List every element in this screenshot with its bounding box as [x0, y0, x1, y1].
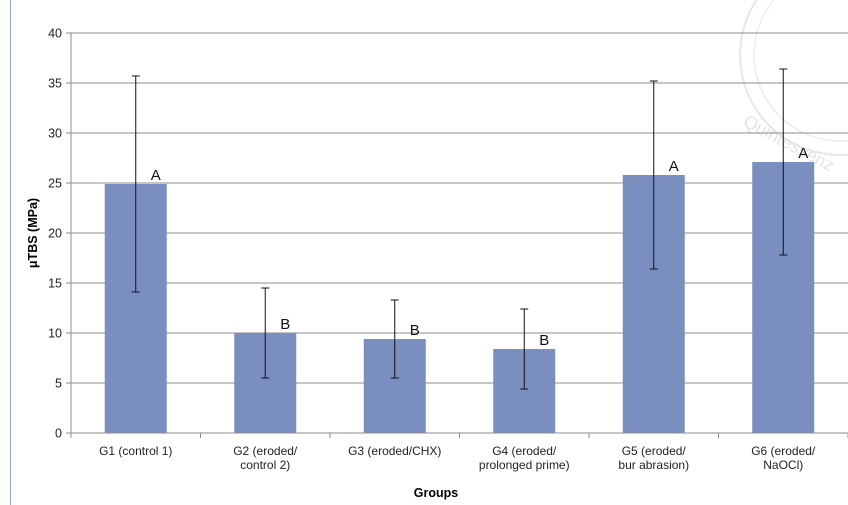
bars [104, 162, 815, 433]
error-bars [131, 68, 788, 390]
x-tick-label: G5 (eroded/bur abrasion) [618, 444, 689, 472]
x-tick-label: G3 (eroded/CHX) [348, 444, 441, 458]
y-tick-label: 10 [48, 327, 62, 341]
significance-label: B [410, 322, 420, 339]
axes [70, 33, 848, 438]
y-tick-label: 15 [48, 277, 62, 291]
gridlines [66, 32, 848, 434]
y-tick-label: 40 [48, 27, 62, 41]
y-tick-label: 0 [55, 427, 62, 441]
y-axis-title: μTBS (MPa) [26, 198, 40, 268]
y-tick-label: 5 [55, 377, 62, 391]
significance-labels: A B B B A A [151, 145, 809, 349]
y-tick-label: 30 [48, 127, 62, 141]
significance-label: B [280, 316, 290, 333]
significance-label: B [539, 332, 549, 349]
significance-label: A [798, 145, 808, 162]
x-tick-label: G2 (eroded/control 2) [233, 444, 298, 472]
y-tick-label: 25 [48, 177, 62, 191]
chart-frame [10, 0, 848, 505]
watermark-seal: Quintessenz [739, 0, 848, 176]
y-tick-label: 20 [48, 227, 62, 241]
significance-label: A [151, 167, 161, 184]
y-tick-label: 35 [48, 77, 62, 91]
x-tick-label: G4 (eroded/prolonged prime) [479, 444, 570, 472]
x-tick-labels: G1 (control 1) G2 (eroded/control 2) G3 (e… [99, 444, 816, 472]
x-axis-title: Groups [414, 486, 458, 500]
x-tick-label: G1 (control 1) [99, 444, 172, 458]
significance-label: A [669, 158, 679, 175]
y-tick-labels: 0 5 10 15 20 25 30 35 40 [48, 27, 62, 441]
x-tick-label: G6 (eroded/NaOCl) [751, 444, 816, 472]
